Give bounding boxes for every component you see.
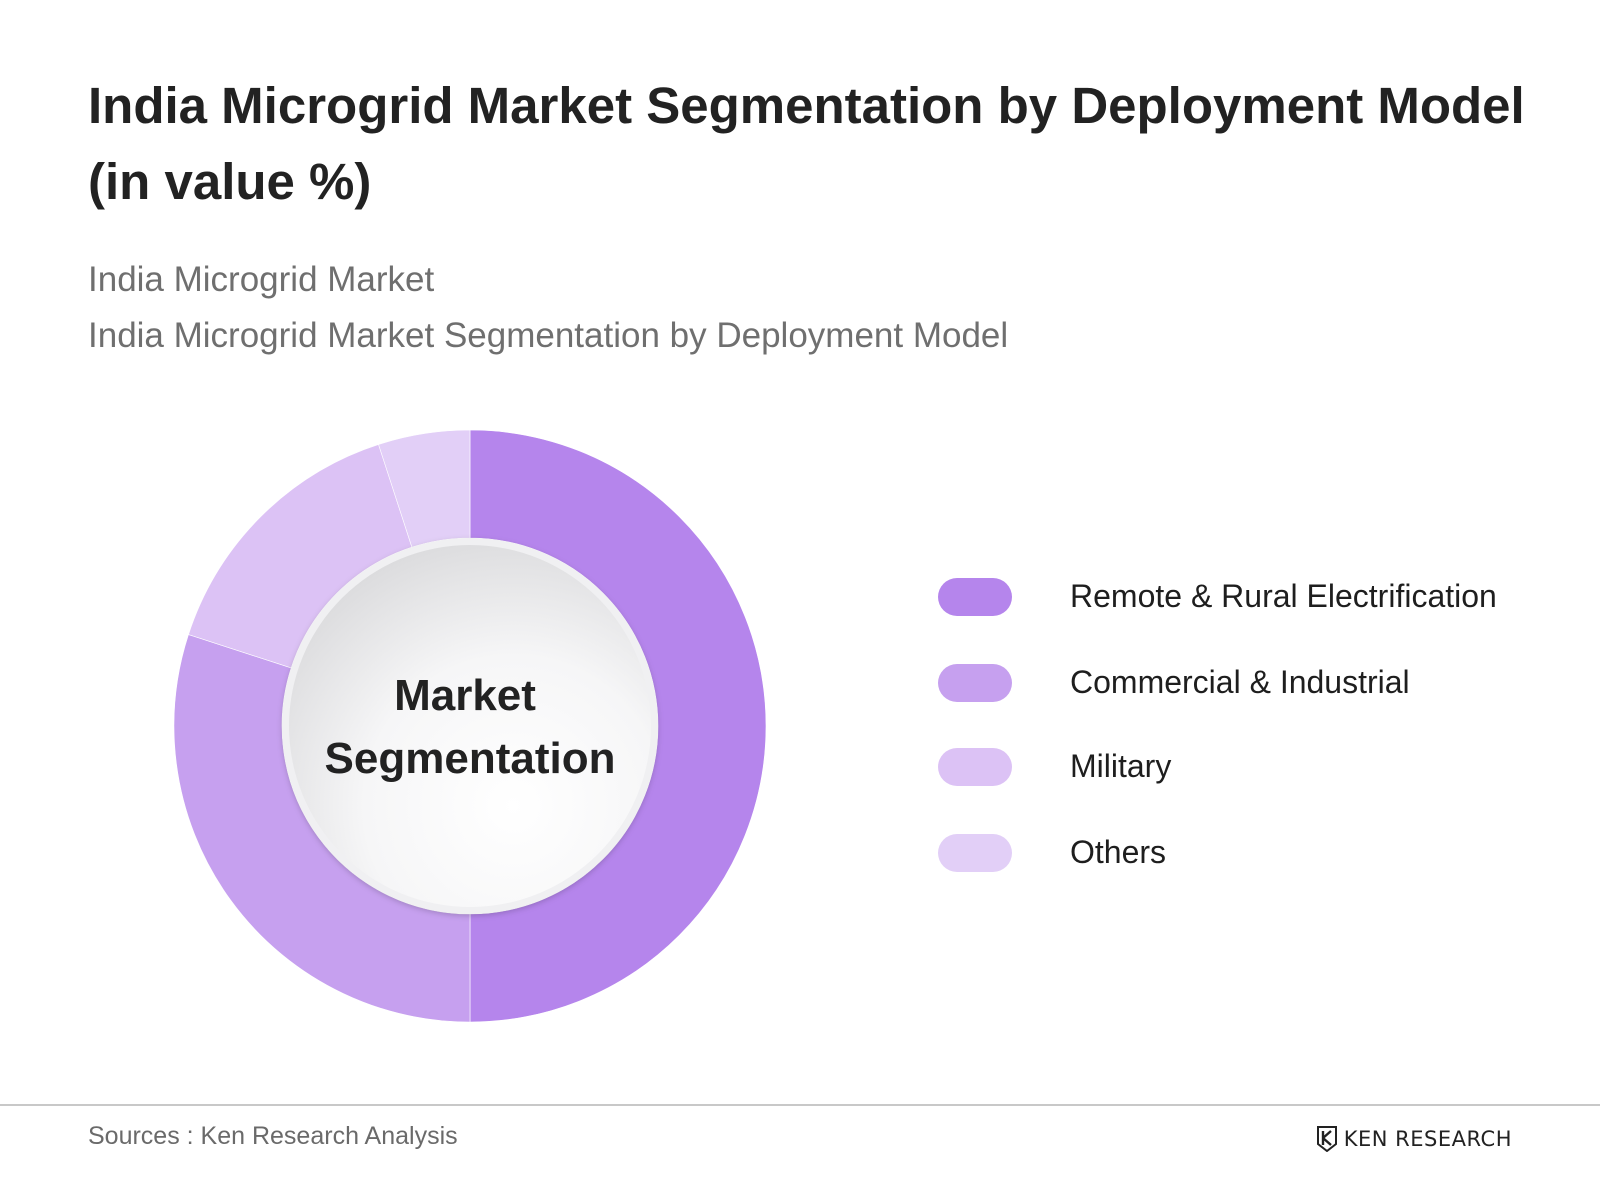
legend-swatch-military bbox=[938, 748, 1012, 786]
legend-label-others: Others bbox=[1070, 834, 1167, 870]
brand-name: KEN RESEARCH bbox=[1343, 1127, 1512, 1151]
ken-research-logo-icon bbox=[1316, 1126, 1337, 1152]
legend-item-remote-rural: Remote & Rural Electrification bbox=[938, 576, 1558, 616]
legend-item-military: Military bbox=[938, 746, 1558, 786]
legend-swatch-others bbox=[938, 834, 1012, 872]
legend-label-commercial-industrial: Commercial & Industrial bbox=[1070, 664, 1410, 700]
center-label-line1: Market bbox=[394, 671, 536, 720]
legend-item-commercial-industrial: Commercial & Industrial bbox=[938, 662, 1558, 702]
chart-subtitle-market: India Microgrid Market bbox=[88, 260, 435, 299]
chart-subtitle-segmentation: India Microgrid Market Segmentation by D… bbox=[88, 316, 1009, 355]
chart-title: India Microgrid Market Segmentation by D… bbox=[88, 77, 1525, 210]
legend-label-remote-rural: Remote & Rural Electrification bbox=[1070, 578, 1497, 614]
footer-divider bbox=[0, 1104, 1600, 1106]
legend-swatch-commercial-industrial bbox=[938, 664, 1012, 702]
center-disc bbox=[289, 545, 651, 907]
brand-logo: KEN RESEARCH bbox=[1316, 1124, 1512, 1154]
center-label-line2: Segmentation bbox=[325, 734, 616, 783]
legend-label-military: Military bbox=[1070, 748, 1172, 784]
legend-item-others: Others bbox=[938, 832, 1558, 872]
donut-slices bbox=[173, 429, 767, 1023]
legend-swatch-remote-rural bbox=[938, 578, 1012, 616]
source-note: Sources : Ken Research Analysis bbox=[88, 1122, 458, 1150]
